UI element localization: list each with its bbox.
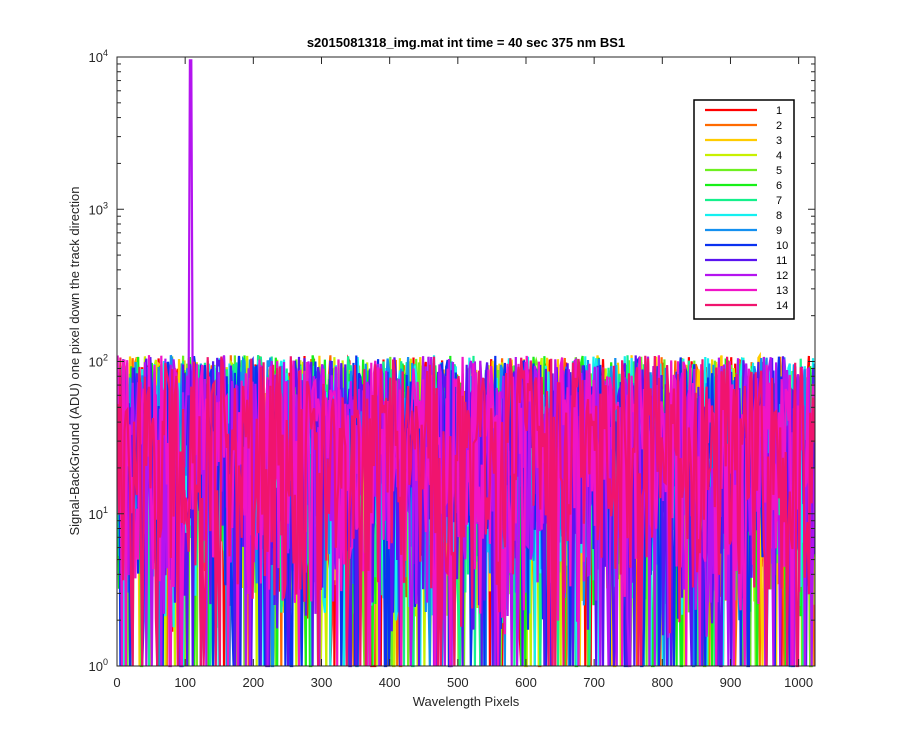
x-tick-label: 700 xyxy=(583,675,605,690)
legend-label-5: 5 xyxy=(776,165,782,177)
x-tick-label: 900 xyxy=(720,675,742,690)
x-tick-label: 600 xyxy=(515,675,537,690)
x-tick-label: 1000 xyxy=(784,675,813,690)
y-tick-label: 101 xyxy=(89,505,108,522)
x-tick-label: 500 xyxy=(447,675,469,690)
x-tick-label: 200 xyxy=(242,675,264,690)
y-axis-label: Signal-BackGround (ADU) one pixel down t… xyxy=(67,186,82,535)
legend-label-10: 10 xyxy=(776,240,788,252)
x-tick-label: 400 xyxy=(379,675,401,690)
x-axis-label: Wavelength Pixels xyxy=(413,694,520,709)
legend-label-11: 11 xyxy=(776,255,787,267)
x-axis-ticks: 0 100 200 300 400 500 600 700 800 900 1000 xyxy=(113,57,813,690)
x-tick-label: 0 xyxy=(113,675,120,690)
series-line-13 xyxy=(116,355,816,668)
legend-label-3: 3 xyxy=(776,135,782,147)
x-tick-label: 100 xyxy=(174,675,196,690)
legend-label-12: 12 xyxy=(776,270,788,282)
legend-box xyxy=(693,99,795,320)
legend-label-4: 4 xyxy=(776,150,782,162)
series-line-14 xyxy=(116,355,816,668)
legend-label-8: 8 xyxy=(776,210,782,222)
legend-label-9: 9 xyxy=(776,225,782,237)
legend-label-1: 1 xyxy=(776,105,782,117)
x-tick-label: 300 xyxy=(311,675,333,690)
legend-label-13: 13 xyxy=(776,285,788,297)
legend-label-14: 14 xyxy=(776,300,788,312)
legend-label-2: 2 xyxy=(776,120,782,132)
series-lines xyxy=(116,59,816,668)
chart-title: s2015081318_img.mat int time = 40 sec 37… xyxy=(307,35,625,50)
y-tick-label: 100 xyxy=(89,657,108,674)
y-tick-label: 103 xyxy=(89,200,108,217)
x-tick-label: 800 xyxy=(651,675,673,690)
legend-label-6: 6 xyxy=(776,180,782,192)
y-tick-label: 102 xyxy=(89,353,108,370)
y-tick-label: 104 xyxy=(89,48,108,65)
legend-label-7: 7 xyxy=(776,195,782,207)
